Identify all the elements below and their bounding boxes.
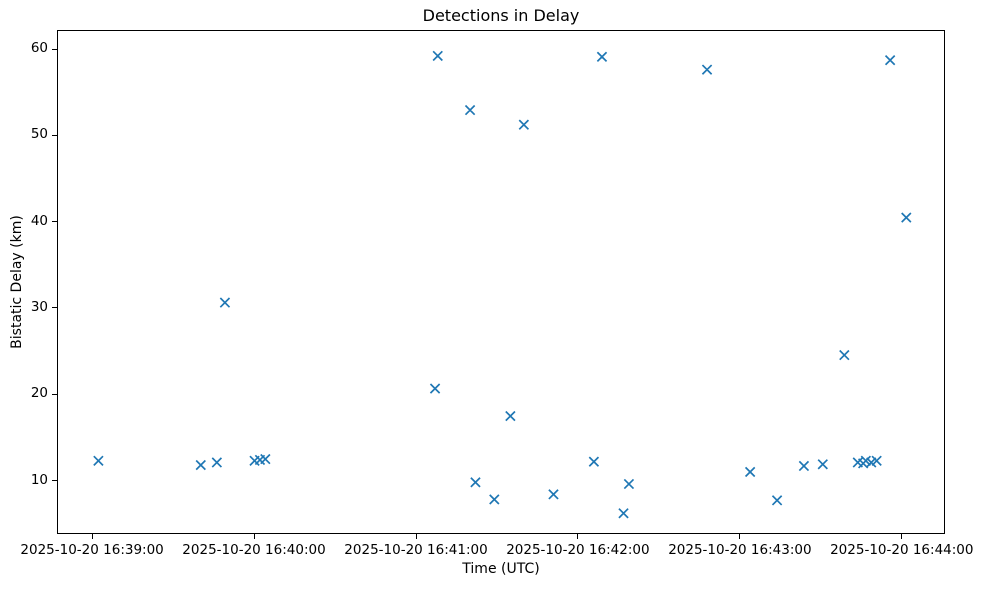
- x-tick-label: 2025-10-20 16:42:00: [506, 542, 650, 558]
- chart-title: Detections in Delay: [422, 6, 580, 25]
- x-tick-label: 2025-10-20 16:43:00: [668, 542, 812, 558]
- x-tick-mark: [415, 534, 417, 539]
- y-tick-label: 20: [30, 385, 48, 402]
- y-tick-label: 40: [30, 212, 48, 229]
- y-tick-label: 30: [30, 298, 48, 315]
- x-tick-label: 2025-10-20 16:41:00: [344, 542, 488, 558]
- x-tick-mark: [253, 534, 255, 539]
- scatter-canvas: [93, 50, 912, 519]
- scatter-markers: [93, 50, 912, 519]
- x-tick-mark: [901, 534, 903, 539]
- y-tick-label: 50: [30, 126, 48, 143]
- x-tick-label: 2025-10-20 16:44:00: [830, 542, 974, 558]
- x-tick-label: 2025-10-20 16:39:00: [20, 542, 164, 558]
- plot-area: [57, 30, 945, 534]
- y-tick-mark: [52, 480, 57, 481]
- y-tick-mark: [52, 307, 57, 309]
- y-tick-mark: [52, 134, 57, 136]
- x-axis-label: Time (UTC): [462, 561, 540, 577]
- y-tick-mark: [52, 393, 57, 395]
- y-tick-label: 10: [30, 471, 48, 488]
- y-tick-label: 60: [30, 40, 48, 56]
- x-tick-mark: [577, 534, 579, 539]
- y-axis-label: Bistatic Delay (km): [9, 215, 25, 349]
- y-tick-mark: [52, 221, 57, 223]
- x-tick-label: 2025-10-20 16:40:00: [182, 542, 326, 558]
- x-tick-mark: [91, 534, 93, 539]
- x-tick-mark: [739, 534, 741, 539]
- y-tick-mark: [52, 48, 57, 50]
